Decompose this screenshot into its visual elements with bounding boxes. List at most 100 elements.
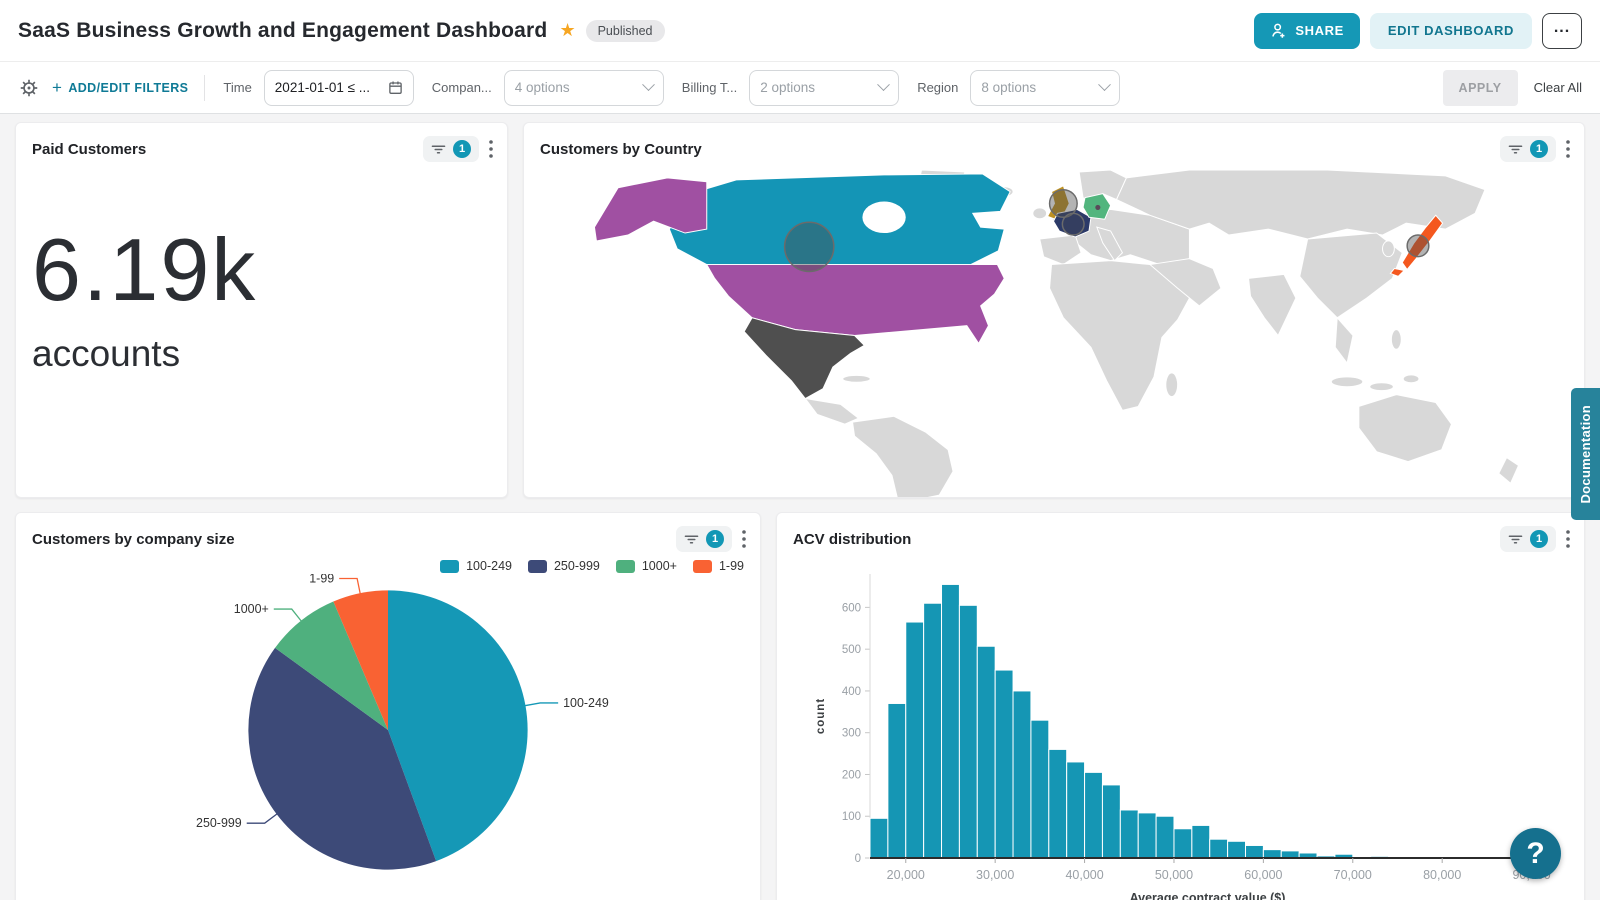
hist-bar[interactable] [1191,824,1211,859]
add-edit-filters-button[interactable]: + ADD/EDIT FILTERS [52,77,189,97]
hist-bar[interactable] [1119,809,1139,859]
histogram-chart[interactable]: 0 100 200 300 400 500 600 20,000 30,000 40,000 50,… [777,560,1584,900]
map-italy [1096,226,1124,262]
map-hudson-bay [862,201,906,234]
pie-chart[interactable]: 100-249 250-999 1000+ 1-99 [16,574,760,882]
tile-title: Customers by Country [540,140,702,158]
legend-label: 250-999 [553,559,600,573]
legend-item-250-999[interactable]: 250-999 [527,559,600,573]
y-tick-label: 400 [842,686,861,698]
kebab-menu-icon[interactable] [1566,530,1570,548]
tile-title: ACV distribution [793,530,912,548]
x-tick-label: 50,000 [1155,868,1193,882]
hist-bar[interactable] [1244,844,1264,859]
hist-bar[interactable] [958,604,978,859]
kebab-menu-icon[interactable] [1566,140,1570,158]
filter-funnel-icon [1508,144,1523,154]
billing-filter-select[interactable]: 2 options [749,69,900,106]
filter-count-badge: 1 [453,140,471,158]
help-button[interactable]: ? [1510,828,1561,879]
divider [204,74,206,101]
x-tick-label: 80,000 [1423,868,1461,882]
map-bubble-uk[interactable] [1048,188,1078,219]
world-map-chart[interactable] [524,170,1584,498]
chevron-down-icon [1098,78,1112,92]
company-filter-select[interactable]: 4 options [503,69,664,106]
favorite-star-icon[interactable]: ★ [559,20,576,40]
hist-bar[interactable] [1209,838,1229,859]
share-button[interactable]: SHARE [1254,12,1360,49]
app-header: SaaS Business Growth and Engagement Dash… [0,0,1600,62]
map-canada[interactable] [668,173,1011,266]
chevron-down-icon [641,78,655,92]
legend-item-1000+[interactable]: 1000+ [615,559,677,573]
hist-bar[interactable] [887,702,907,859]
chevron-down-icon [877,78,891,92]
hist-bar[interactable] [994,669,1014,859]
more-menu-button[interactable]: ... [1542,12,1582,49]
map-bubble-usa[interactable] [783,221,835,273]
legend-label: 100-249 [466,559,512,573]
pie-slice-250-999[interactable] [248,647,437,870]
pie-slice-100-249[interactable] [388,590,528,862]
map-asia [1115,170,1486,240]
x-axis-title: Average contract value ($) [1130,891,1286,900]
pie-slice-1-99[interactable] [333,590,388,730]
map-bubble-japan[interactable] [1406,234,1430,258]
legend-item-1-99[interactable]: 1-99 [692,559,744,573]
map-japan[interactable] [1389,214,1444,277]
hist-bar[interactable] [976,645,996,859]
hist-bar[interactable] [1280,850,1300,859]
hist-bar[interactable] [1012,690,1032,859]
map-mexico[interactable] [743,317,866,400]
filter-funnel-icon [1508,534,1523,544]
hist-bar[interactable] [1227,840,1246,859]
map-alaska[interactable] [593,177,708,242]
pie-label: 1-99 [309,574,334,586]
legend-item-100-249[interactable]: 100-249 [440,559,512,573]
time-filter-input[interactable]: 2021-01-01 ≤ ... [263,69,414,106]
hist-bar[interactable] [1048,748,1068,859]
gear-icon[interactable] [18,77,40,99]
dashboard-body: Paid Customers 1 6.19k accounts [0,114,1600,900]
map-indonesia [1330,376,1364,388]
hist-bar[interactable] [923,602,943,859]
kebab-menu-icon[interactable] [742,530,746,548]
filter-count-badge: 1 [1530,140,1548,158]
tile-filter-chip[interactable]: 1 [1500,136,1556,162]
published-badge: Published [585,19,665,42]
filter-count-badge: 1 [1530,530,1548,548]
tile-filter-chip[interactable]: 1 [423,136,479,162]
map-bubble-france[interactable] [1061,212,1085,236]
hist-bar[interactable] [1173,828,1193,859]
clear-all-button[interactable]: Clear All [1533,80,1582,95]
pie-slice-1000+[interactable] [275,601,388,730]
map-usa[interactable] [705,264,1005,345]
hist-bar[interactable] [1030,719,1050,859]
map-se-asia [1334,316,1354,365]
tile-filter-chip[interactable]: 1 [1500,526,1556,552]
y-tick-label: 600 [842,602,861,614]
hist-bar[interactable] [1137,812,1157,859]
calendar-icon [389,81,402,94]
tile-title: Customers by company size [32,530,235,548]
hist-bar[interactable] [905,621,925,859]
apply-button[interactable]: APPLY [1442,69,1518,106]
map-bubble-germany[interactable] [1095,204,1101,210]
region-filter-select[interactable]: 8 options [970,69,1121,106]
hist-bar[interactable] [1101,784,1121,859]
hist-bar[interactable] [869,817,889,859]
kebab-menu-icon[interactable] [489,140,493,158]
edit-dashboard-button[interactable]: EDIT DASHBOARD [1369,12,1532,49]
y-tick-label: 500 [842,644,861,656]
tile-filter-chip[interactable]: 1 [676,526,732,552]
hist-bar[interactable] [1066,761,1086,859]
hist-bar[interactable] [1084,771,1103,859]
hist-bar[interactable] [1262,849,1282,859]
hist-bar[interactable] [941,583,960,859]
documentation-tab[interactable]: Documentation [1571,388,1600,520]
filter-label-company: Compan... [431,80,492,95]
tile-title: Paid Customers [32,140,147,158]
y-axis-title: count [815,698,827,734]
hist-bar[interactable] [1155,815,1175,859]
